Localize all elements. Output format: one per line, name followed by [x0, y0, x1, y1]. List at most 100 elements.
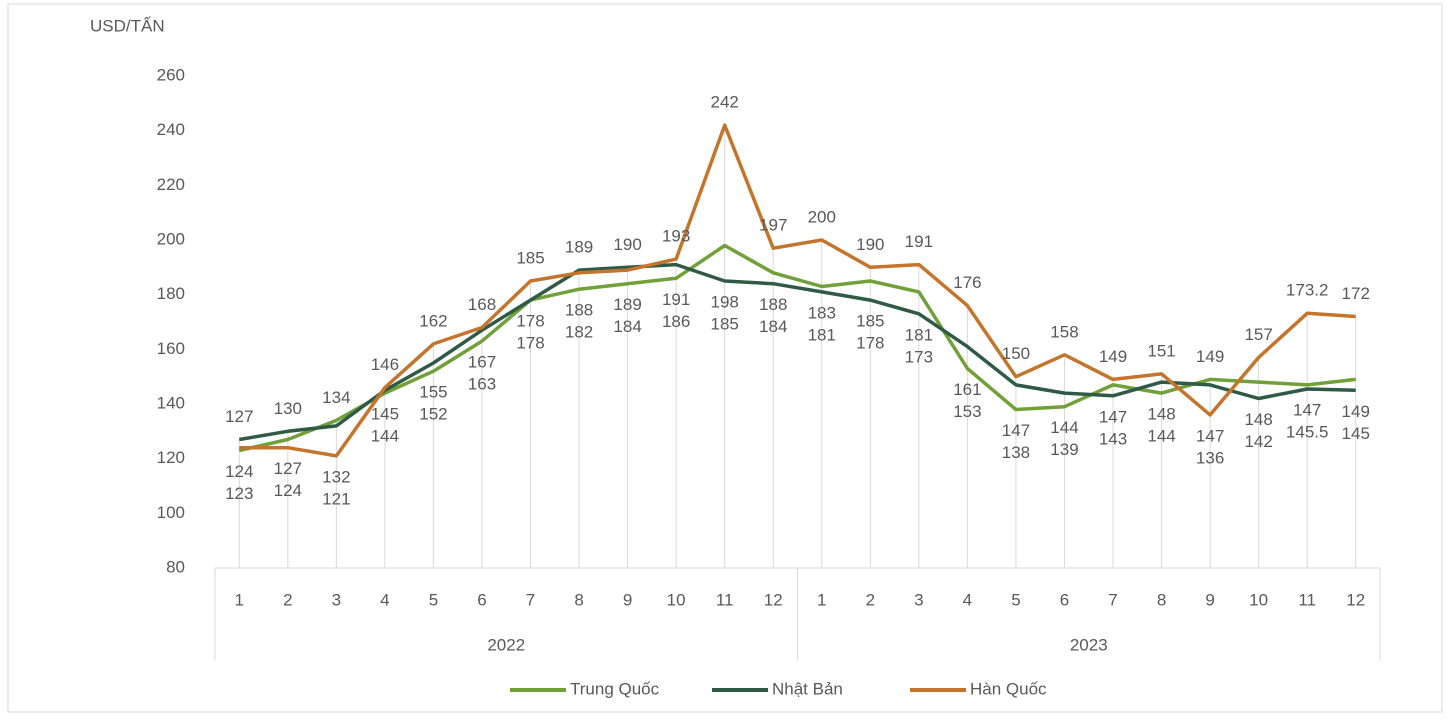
- x-tick-label: 6: [477, 590, 486, 609]
- data-label: 242: [711, 93, 739, 112]
- y-tick-label: 200: [157, 229, 185, 248]
- data-label: 186: [662, 312, 690, 331]
- y-axis-label: USD/TẤN: [90, 16, 165, 35]
- data-label: 153: [953, 402, 981, 421]
- data-label: 146: [371, 355, 399, 374]
- y-tick-label: 240: [157, 120, 185, 139]
- y-tick-label: 100: [157, 503, 185, 522]
- x-tick-label: 10: [1249, 590, 1268, 609]
- data-label: 193: [662, 227, 690, 246]
- x-tick-label: 6: [1060, 590, 1069, 609]
- data-label: 173: [905, 347, 933, 366]
- x-tick-label: 2: [866, 590, 875, 609]
- data-label: 155: [419, 383, 447, 402]
- data-label: 178: [516, 334, 544, 353]
- x-tick-label: 12: [764, 590, 783, 609]
- x-tick-label: 8: [1157, 590, 1166, 609]
- data-label: 191: [662, 290, 690, 309]
- data-label: 161: [953, 380, 981, 399]
- data-label: 184: [759, 317, 787, 336]
- group-label: 2023: [1070, 635, 1108, 654]
- y-tick-label: 180: [157, 284, 185, 303]
- data-label: 130: [274, 399, 302, 418]
- data-label: 191: [905, 232, 933, 251]
- x-tick-label: 8: [574, 590, 583, 609]
- data-label: 124: [225, 462, 253, 481]
- x-tick-label: 11: [1298, 590, 1316, 609]
- data-label: 139: [1050, 440, 1078, 459]
- y-tick-label: 220: [157, 175, 185, 194]
- x-tick-label: 1: [817, 590, 826, 609]
- data-label: 136: [1196, 448, 1224, 467]
- group-label: 2022: [487, 635, 525, 654]
- data-label: 145.5: [1286, 422, 1329, 441]
- data-label: 190: [613, 235, 641, 254]
- x-tick-label: 5: [429, 590, 438, 609]
- y-tick-label: 260: [157, 65, 185, 84]
- x-tick-label: 10: [667, 590, 686, 609]
- data-label: 168: [468, 295, 496, 314]
- data-label: 181: [905, 325, 933, 344]
- data-label: 147: [1002, 421, 1030, 440]
- data-label: 200: [808, 207, 836, 226]
- data-label: 124: [274, 481, 302, 500]
- data-label: 189: [613, 295, 641, 314]
- y-tick-label: 160: [157, 339, 185, 358]
- x-tick-label: 7: [526, 590, 535, 609]
- x-tick-label: 12: [1346, 590, 1365, 609]
- data-label: 134: [322, 388, 350, 407]
- data-label: 149: [1342, 402, 1370, 421]
- data-label: 158: [1050, 322, 1078, 341]
- data-label: 162: [419, 311, 447, 330]
- data-label: 185: [856, 312, 884, 331]
- data-label: 142: [1244, 432, 1272, 451]
- data-label: 167: [468, 353, 496, 372]
- data-label: 173.2: [1286, 281, 1329, 300]
- data-label: 127: [225, 407, 253, 426]
- data-label: 197: [759, 216, 787, 235]
- data-label: 152: [419, 405, 447, 424]
- data-label: 123: [225, 484, 253, 503]
- data-label: 188: [759, 295, 787, 314]
- y-tick-label: 80: [166, 557, 185, 576]
- series-line: [238, 243, 1356, 453]
- legend-label: Trung Quốc: [570, 679, 660, 698]
- data-label: 148: [1147, 405, 1175, 424]
- data-label: 178: [516, 312, 544, 331]
- x-tick-label: 7: [1108, 590, 1117, 609]
- data-label: 150: [1002, 344, 1030, 363]
- data-label: 143: [1099, 429, 1127, 448]
- data-label: 183: [808, 303, 836, 322]
- data-label: 145: [1342, 424, 1370, 443]
- x-tick-label: 11: [716, 590, 734, 609]
- data-label: 189: [565, 238, 593, 257]
- data-label: 127: [274, 459, 302, 478]
- legend-label: Hàn Quốc: [970, 679, 1047, 698]
- x-tick-label: 4: [963, 590, 972, 609]
- data-label: 198: [711, 292, 739, 311]
- data-label: 144: [1147, 427, 1175, 446]
- data-label: 184: [613, 317, 641, 336]
- x-tick-label: 3: [914, 590, 923, 609]
- data-label: 157: [1244, 325, 1272, 344]
- data-label: 121: [322, 489, 350, 508]
- series-line: [239, 123, 1356, 458]
- x-tick-label: 1: [235, 590, 244, 609]
- x-tick-label: 3: [332, 590, 341, 609]
- data-label: 185: [711, 314, 739, 333]
- data-label: 147: [1099, 407, 1127, 426]
- data-label: 182: [565, 323, 593, 342]
- x-tick-label: 9: [623, 590, 632, 609]
- x-tick-label: 5: [1011, 590, 1020, 609]
- x-tick-label: 4: [380, 590, 389, 609]
- data-label: 181: [808, 325, 836, 344]
- data-label: 190: [856, 235, 884, 254]
- data-label: 163: [468, 375, 496, 394]
- data-label: 149: [1196, 347, 1224, 366]
- y-tick-label: 140: [157, 393, 185, 412]
- data-label: 144: [371, 427, 399, 446]
- x-tick-label: 9: [1205, 590, 1214, 609]
- data-label: 138: [1002, 443, 1030, 462]
- data-label: 147: [1196, 426, 1224, 445]
